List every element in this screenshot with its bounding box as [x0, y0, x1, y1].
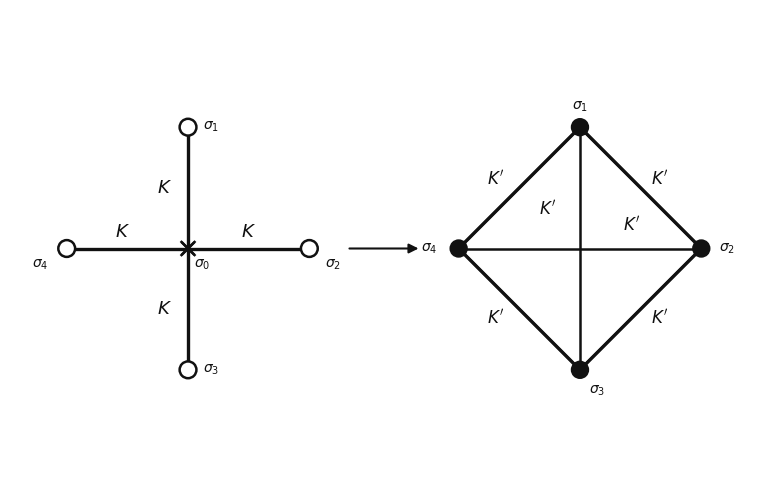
Text: $\sigma_1$: $\sigma_1$ [572, 99, 588, 114]
Text: $K'$: $K'$ [623, 216, 640, 235]
Text: $K'$: $K'$ [538, 200, 556, 219]
Text: $K$: $K$ [157, 300, 172, 318]
Text: $\sigma_1$: $\sigma_1$ [204, 120, 220, 134]
Circle shape [572, 119, 588, 135]
Text: $\sigma_0$: $\sigma_0$ [194, 258, 210, 272]
Text: $\sigma_4$: $\sigma_4$ [421, 242, 437, 255]
Text: $\sigma_3$: $\sigma_3$ [204, 363, 220, 377]
Circle shape [180, 119, 197, 136]
Text: $K'$: $K'$ [650, 169, 668, 188]
Text: $\sigma_4$: $\sigma_4$ [32, 258, 48, 272]
Text: $K$: $K$ [157, 179, 172, 197]
Circle shape [180, 361, 197, 378]
Circle shape [451, 241, 467, 256]
Text: $\sigma_2$: $\sigma_2$ [325, 258, 341, 272]
Circle shape [572, 362, 588, 378]
Text: $\sigma_2$: $\sigma_2$ [720, 242, 736, 255]
Circle shape [694, 241, 709, 256]
Text: $\sigma_3$: $\sigma_3$ [589, 383, 605, 398]
Text: $K'$: $K'$ [488, 309, 505, 328]
Circle shape [301, 240, 318, 257]
Circle shape [58, 240, 75, 257]
Text: $K'$: $K'$ [488, 169, 505, 188]
Text: $K'$: $K'$ [650, 309, 668, 328]
Text: $K$: $K$ [241, 223, 257, 241]
Text: $K$: $K$ [115, 223, 131, 241]
